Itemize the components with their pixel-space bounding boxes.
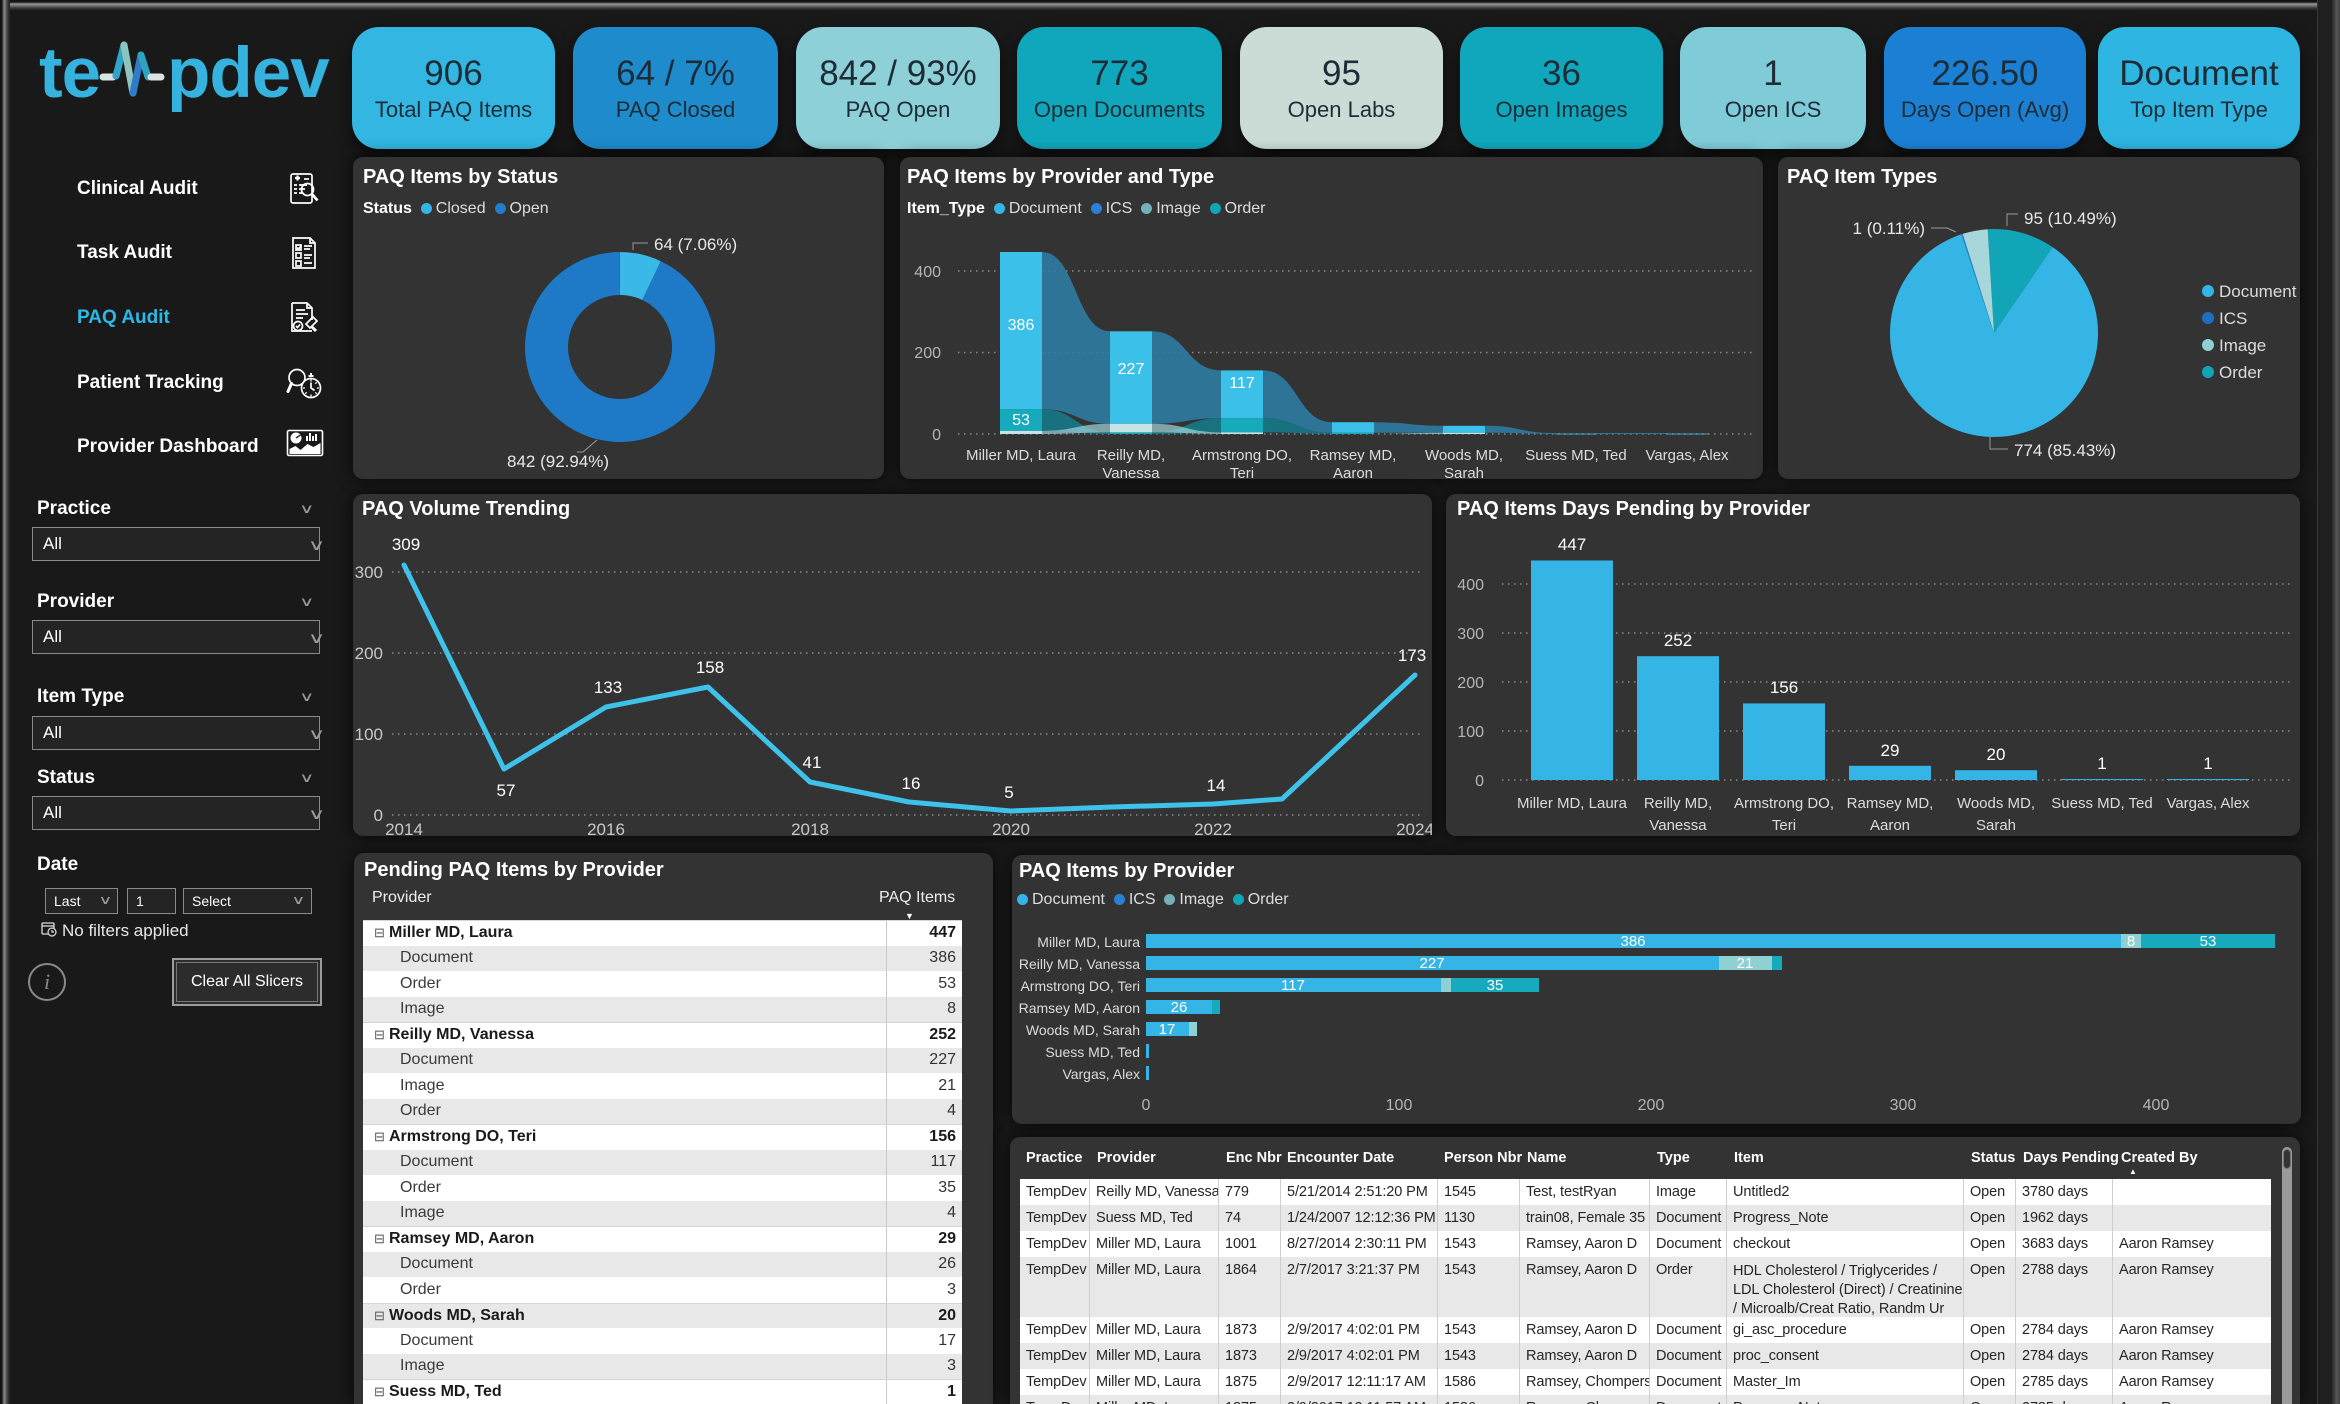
svg-text:53: 53 <box>1012 412 1030 429</box>
svg-text:Teri: Teri <box>1772 817 1796 834</box>
svg-text:227: 227 <box>1118 361 1145 378</box>
svg-text:41: 41 <box>803 753 822 772</box>
svg-text:Armstrong DO,: Armstrong DO, <box>1734 795 1834 812</box>
svg-text:Ramsey MD,: Ramsey MD, <box>1310 447 1397 464</box>
svg-text:200: 200 <box>1638 1097 1665 1114</box>
svg-text:200: 200 <box>1457 675 1484 692</box>
svg-text:35: 35 <box>1487 977 1504 994</box>
svg-text:2024: 2024 <box>1396 820 1432 836</box>
svg-text:400: 400 <box>1457 577 1484 594</box>
svg-text:2020: 2020 <box>992 820 1030 836</box>
svg-text:Miller MD, Laura: Miller MD, Laura <box>966 447 1077 464</box>
svg-text:21: 21 <box>1737 955 1754 972</box>
svg-text:842 (92.94%): 842 (92.94%) <box>507 452 609 471</box>
svg-text:1: 1 <box>2097 754 2106 773</box>
svg-text:Miller MD, Laura: Miller MD, Laura <box>1517 795 1628 812</box>
svg-text:16: 16 <box>902 774 921 793</box>
svg-text:29: 29 <box>1881 741 1900 760</box>
svg-text:100: 100 <box>355 725 383 744</box>
svg-text:Vanessa: Vanessa <box>1102 465 1160 482</box>
svg-text:400: 400 <box>2143 1097 2170 1114</box>
svg-text:8: 8 <box>2127 933 2135 950</box>
svg-text:Reilly MD,: Reilly MD, <box>1097 447 1165 464</box>
svg-text:1: 1 <box>2203 754 2212 773</box>
svg-text:17: 17 <box>1159 1021 1176 1038</box>
svg-text:1 (0.11%): 1 (0.11%) <box>1853 219 1925 238</box>
svg-text:200: 200 <box>355 644 383 663</box>
svg-text:Armstrong DO,: Armstrong DO, <box>1192 447 1292 464</box>
svg-text:Vargas, Alex: Vargas, Alex <box>1062 1066 1140 1082</box>
svg-text:Suess MD, Ted: Suess MD, Ted <box>1525 447 1626 464</box>
svg-text:Ramsey MD,: Ramsey MD, <box>1847 795 1934 812</box>
svg-text:Vargas, Alex: Vargas, Alex <box>1645 447 1729 464</box>
svg-text:Suess MD, Ted: Suess MD, Ted <box>2051 795 2152 812</box>
svg-text:173: 173 <box>1398 646 1426 665</box>
svg-text:14: 14 <box>1207 776 1226 795</box>
svg-text:Suess MD, Ted: Suess MD, Ted <box>1045 1044 1140 1060</box>
svg-text:Aaron: Aaron <box>1870 817 1910 834</box>
svg-text:Ramsey MD, Aaron: Ramsey MD, Aaron <box>1019 1000 1140 1016</box>
svg-text:Teri: Teri <box>1230 465 1254 482</box>
svg-text:Vanessa: Vanessa <box>1649 817 1707 834</box>
svg-text:26: 26 <box>1171 999 1188 1016</box>
svg-text:133: 133 <box>594 678 622 697</box>
svg-text:200: 200 <box>914 345 941 362</box>
svg-text:Vargas, Alex: Vargas, Alex <box>2166 795 2250 812</box>
svg-text:2014: 2014 <box>385 820 423 836</box>
svg-text:5: 5 <box>1004 783 1013 802</box>
svg-text:Woods MD,: Woods MD, <box>1957 795 2035 812</box>
svg-text:Image: Image <box>2219 336 2266 355</box>
svg-text:Armstrong DO, Teri: Armstrong DO, Teri <box>1020 978 1140 994</box>
svg-text:Reilly MD, Vanessa: Reilly MD, Vanessa <box>1019 956 1140 972</box>
svg-text:774 (85.43%): 774 (85.43%) <box>2014 441 2116 460</box>
svg-text:117: 117 <box>1281 977 1305 994</box>
svg-text:Sarah: Sarah <box>1976 817 2016 834</box>
svg-text:447: 447 <box>1558 535 1586 554</box>
svg-text:64 (7.06%): 64 (7.06%) <box>654 235 737 254</box>
svg-text:20: 20 <box>1987 745 2006 764</box>
svg-text:53: 53 <box>2200 933 2217 950</box>
svg-text:Miller MD, Laura: Miller MD, Laura <box>1037 934 1140 950</box>
svg-text:0: 0 <box>1142 1097 1151 1114</box>
svg-text:57: 57 <box>497 781 516 800</box>
svg-text:100: 100 <box>1457 724 1484 741</box>
svg-text:2022: 2022 <box>1194 820 1232 836</box>
svg-text:Order: Order <box>2219 363 2263 382</box>
svg-text:2016: 2016 <box>587 820 625 836</box>
svg-text:Woods MD, Sarah: Woods MD, Sarah <box>1026 1022 1140 1038</box>
svg-text:158: 158 <box>696 658 724 677</box>
svg-text:386: 386 <box>1620 933 1645 950</box>
svg-text:300: 300 <box>1890 1097 1917 1114</box>
svg-text:0: 0 <box>374 806 383 825</box>
svg-text:0: 0 <box>932 427 941 444</box>
svg-text:117: 117 <box>1229 375 1255 392</box>
svg-text:227: 227 <box>1419 955 1444 972</box>
svg-text:100: 100 <box>1386 1097 1413 1114</box>
svg-text:Woods MD,: Woods MD, <box>1425 447 1503 464</box>
svg-text:Aaron: Aaron <box>1333 465 1373 482</box>
svg-text:386: 386 <box>1008 317 1035 334</box>
svg-text:252: 252 <box>1664 631 1692 650</box>
svg-text:300: 300 <box>355 563 383 582</box>
svg-text:Reilly MD,: Reilly MD, <box>1644 795 1712 812</box>
svg-text:400: 400 <box>914 264 941 281</box>
svg-text:95 (10.49%): 95 (10.49%) <box>2024 209 2117 228</box>
svg-text:156: 156 <box>1770 678 1798 697</box>
svg-text:2018: 2018 <box>791 820 829 836</box>
svg-text:0: 0 <box>1475 773 1484 790</box>
svg-text:300: 300 <box>1457 626 1484 643</box>
svg-text:Document: Document <box>2219 282 2297 301</box>
svg-text:309: 309 <box>392 535 420 554</box>
svg-text:ICS: ICS <box>2219 309 2247 328</box>
svg-text:Sarah: Sarah <box>1444 465 1484 482</box>
